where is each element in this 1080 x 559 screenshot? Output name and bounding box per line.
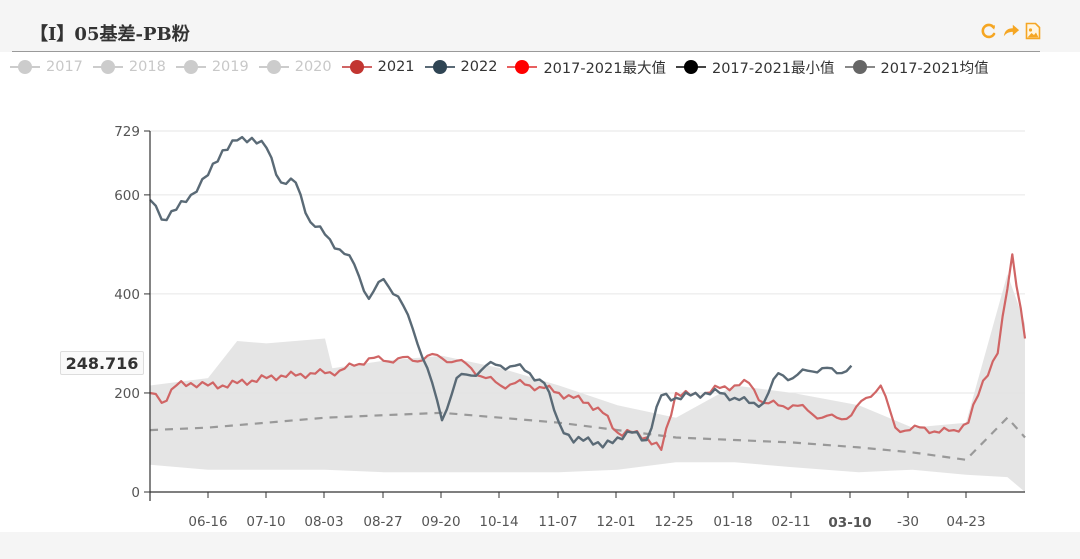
legend-label: 2022: [460, 59, 498, 75]
x-tick-label: 04-23: [946, 514, 985, 530]
x-tick-label: 02-11: [771, 514, 810, 530]
legend-label: 2017-2021最小值: [711, 60, 835, 77]
legend-label: 2019: [211, 59, 249, 75]
legend-item-2019[interactable]: 2019: [175, 59, 249, 75]
legend-marker-icon: [507, 60, 538, 74]
x-tick-label: 08-03: [304, 514, 343, 530]
x-tick-label: 07-10: [246, 514, 285, 530]
y-tick-label: 200: [114, 386, 140, 402]
legend-label: 2018: [128, 59, 166, 75]
legend-item-2017[interactable]: 2017: [10, 59, 83, 75]
chart-title: 【I】05基差-PB粉: [30, 24, 190, 45]
x-tick-label: 10-14: [479, 514, 518, 530]
legend-item-2021[interactable]: 2021: [341, 59, 415, 75]
legend-item-2017-2021avg[interactable]: 2017-2021均值: [844, 57, 989, 78]
legend-marker-icon: [92, 60, 123, 74]
save-image-icon[interactable]: [1024, 22, 1042, 40]
x-tick-label: -30: [897, 514, 919, 530]
footer-bar: [0, 532, 1080, 559]
y-tick-label: 400: [114, 287, 140, 303]
legend-marker-icon: [844, 60, 875, 74]
legend-marker-icon: [10, 60, 40, 74]
legend-item-2022[interactable]: 2022: [424, 59, 498, 75]
legend-label: 2017-2021均值: [880, 60, 989, 77]
legend-item-2018[interactable]: 2018: [92, 59, 166, 75]
legend-marker-icon: [175, 60, 206, 74]
legend-label: 2017-2021最大值: [543, 60, 666, 77]
legend-item-2017-2021max[interactable]: 2017-2021最大值: [507, 57, 666, 78]
series-2022-line: [149, 135, 853, 449]
legend-label: 2020: [294, 59, 332, 75]
x-tick-label: 03-10: [828, 515, 871, 531]
legend-item-2020[interactable]: 2020: [258, 59, 332, 75]
y-tick-label: 600: [114, 188, 140, 204]
legend-item-2017-2021min[interactable]: 2017-2021最小值: [675, 57, 835, 78]
chart-legend: 2017 2018 2019 2020 2021 2022 2017-2021最大值 2017…: [10, 56, 999, 78]
header-divider: [12, 51, 1040, 52]
y-tick-label: 729: [114, 124, 140, 140]
axis-pointer-label: 248.716: [60, 351, 144, 375]
x-tick-label: 06-16: [188, 514, 227, 530]
chart-header: 【I】05基差-PB粉: [0, 0, 1080, 52]
legend-marker-icon: [258, 60, 289, 74]
legend-marker-icon: [675, 60, 706, 74]
x-tick-label: 11-07: [538, 514, 577, 530]
max-min-band-area: [150, 274, 1025, 492]
legend-label: 2017: [46, 59, 83, 75]
average-line: [149, 411, 1026, 461]
legend-marker-icon: [424, 60, 455, 74]
toolbox: [980, 22, 1042, 40]
x-tick-label: 08-27: [363, 514, 402, 530]
x-tick-label: 12-01: [596, 514, 635, 530]
share-icon[interactable]: [1002, 22, 1020, 40]
refresh-icon[interactable]: [980, 22, 998, 40]
series-2021-line: [149, 253, 1027, 451]
x-tick-label: 01-18: [713, 514, 752, 530]
x-tick-label: 12-25: [654, 514, 693, 530]
legend-marker-icon: [341, 60, 372, 74]
x-tick-label: 09-20: [421, 514, 460, 530]
y-tick-label: 0: [131, 485, 140, 501]
legend-label: 2021: [377, 59, 415, 75]
